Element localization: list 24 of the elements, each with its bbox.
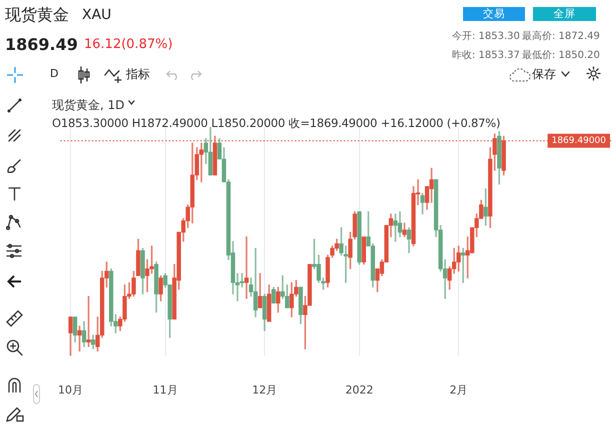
candlestick [77,326,82,352]
text: 交易 [463,7,525,21]
text: D [50,67,58,80]
x-tick-label: 2月 [450,383,468,396]
text: 全屏 [533,7,596,21]
text: 指标 [126,66,150,83]
chart-subtitle: XAU [82,7,112,23]
candlestick [393,214,398,242]
text: 保存 [532,66,556,83]
text: 现货黄金, 1D [52,97,125,114]
text: 1869.49000 [552,136,606,146]
text: 昨收: 1853.37 [452,49,520,62]
text: 16.12(0.87%) [84,37,173,52]
x-tick-label: 10月 [58,383,84,396]
x-tick-label: 2022 [345,383,374,396]
chart-title: 现货黄金 [5,5,69,26]
x-tick-label: 11月 [152,383,178,396]
x-tick-label: 12月 [252,383,278,396]
candlestick [244,236,249,299]
text: 1869.49 [5,35,78,54]
text: 今开: 1853.30 [452,30,520,43]
annotation: O1853.30000 H1872.49000 L1850.20000 收=1869.49000 +16.12000 (+0.87%) [52,116,500,131]
text: 最高价: 1872.49 [522,30,600,43]
text: 最低价: 1850.20 [522,49,600,62]
